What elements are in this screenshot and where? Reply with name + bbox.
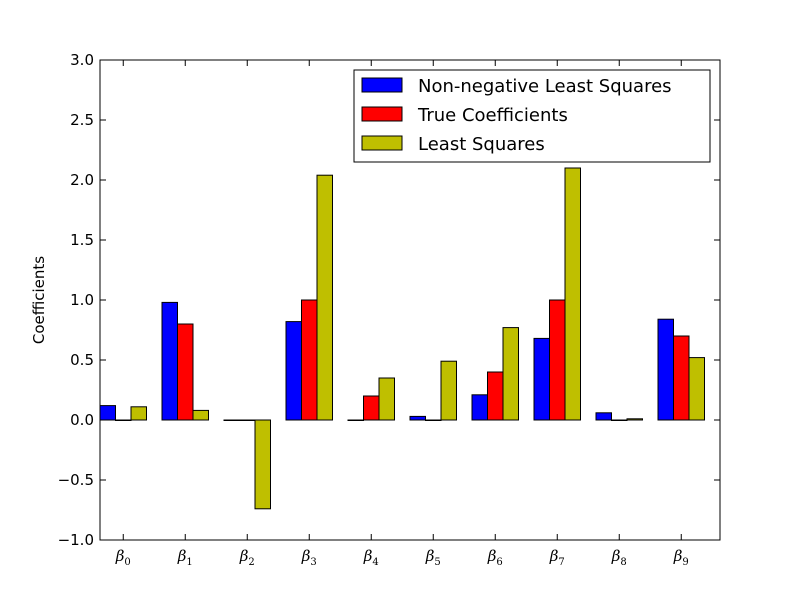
bar-1-5 [409,415,426,421]
legend-swatch [361,106,403,122]
bar-1-4 [347,419,364,421]
x-tick-label: β3 [301,547,317,568]
bar-3-8 [626,418,643,421]
bar-3-4 [378,377,395,421]
bar-2-8 [611,419,628,421]
bar-3-1 [192,409,209,421]
bar-1-1 [161,301,178,421]
x-tick-label: β0 [115,547,131,568]
bar-3-9 [688,357,705,421]
legend-label: Non-negative Least Squares [418,76,672,97]
legend-box [353,69,711,163]
x-tick-label: β5 [425,547,441,568]
bar-2-1 [177,323,194,421]
y-tick-label: 1.5 [70,231,94,249]
bar-2-9 [673,335,690,421]
x-tick-label: β8 [611,547,627,568]
legend-label: True Coefficients [417,105,568,126]
bar-1-9 [657,318,674,421]
x-tick-label: β2 [239,547,255,568]
bar-2-4 [363,395,380,421]
bar-1-8 [595,412,612,421]
bar-3-5 [440,360,457,421]
y-tick-label: 2.0 [70,171,94,189]
x-tick-label: β1 [177,547,193,568]
bar-2-5 [425,419,442,421]
legend-label: Least Squares [418,134,545,155]
bar-3-7 [564,167,581,421]
legend-swatch [361,135,403,151]
y-tick-label: −0.5 [58,471,94,489]
bar-2-0 [115,419,132,421]
legend-swatch [361,77,403,93]
bar-3-0 [130,406,147,421]
legend: Non-negative Least Squares True Coefficie… [353,69,711,163]
bar-2-7 [549,299,566,421]
bar-2-2 [239,419,256,421]
bar-3-6 [502,327,519,421]
x-tick-label: β6 [487,547,503,568]
x-tick-label: β9 [673,547,689,568]
bar-1-0 [99,405,116,421]
y-tick-label: −1.0 [58,531,94,549]
y-tick-label: 0.5 [70,351,94,369]
bar-3-3 [316,174,333,421]
x-tick-label: β4 [363,547,379,568]
bar-1-2 [223,419,240,421]
bar-2-6 [487,371,504,421]
y-tick-label: 1.0 [70,291,94,309]
y-tick-label: 0.0 [70,411,94,429]
y-axis: −1.0 −0.5 0.0 0.5 1.0 1.5 2.0 2.5 3.0 [58,51,720,549]
bar-1-7 [533,337,550,421]
y-tick-label: 2.5 [70,111,94,129]
y-axis-label: Coefficients [30,256,48,344]
x-tick-label: β7 [549,547,565,568]
bar-3-2 [254,419,271,510]
bar-2-3 [301,299,318,421]
bar-1-6 [471,394,488,421]
bar-1-3 [285,321,302,421]
bars-layer [99,167,705,510]
y-tick-label: 3.0 [70,51,94,69]
